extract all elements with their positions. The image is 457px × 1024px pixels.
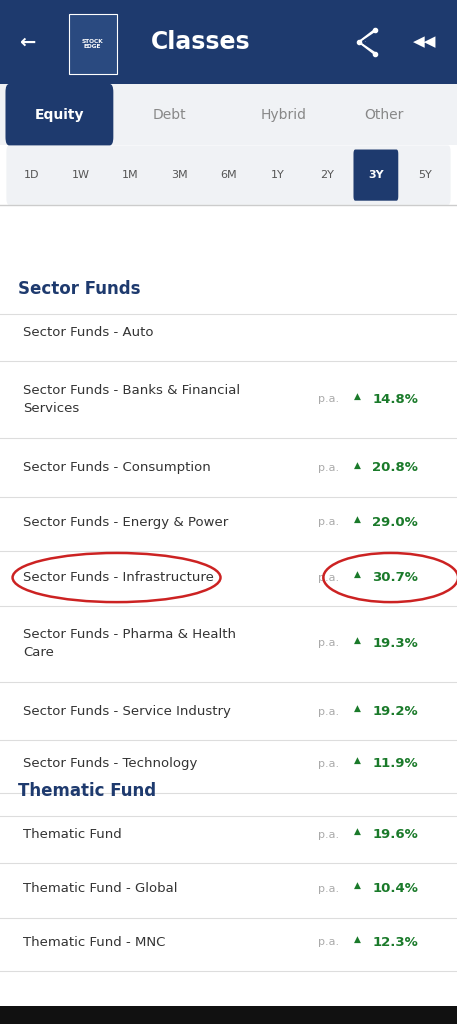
Text: Sector Funds - Service Industry: Sector Funds - Service Industry bbox=[23, 706, 231, 718]
Text: p.a.: p.a. bbox=[318, 884, 339, 894]
Text: 2Y: 2Y bbox=[320, 170, 334, 180]
Text: Thematic Fund - MNC: Thematic Fund - MNC bbox=[23, 936, 165, 948]
Text: p.a.: p.a. bbox=[318, 463, 339, 473]
Text: 1W: 1W bbox=[72, 170, 90, 180]
FancyBboxPatch shape bbox=[6, 145, 451, 205]
Text: 5Y: 5Y bbox=[418, 170, 432, 180]
Text: 10.4%: 10.4% bbox=[372, 883, 418, 895]
Text: 3Y: 3Y bbox=[368, 170, 384, 180]
Text: 6M: 6M bbox=[220, 170, 237, 180]
Text: Classes: Classes bbox=[151, 30, 250, 54]
Text: 11.9%: 11.9% bbox=[372, 758, 418, 770]
Text: Sector Funds: Sector Funds bbox=[18, 280, 141, 298]
FancyBboxPatch shape bbox=[0, 84, 457, 145]
Text: ▲: ▲ bbox=[354, 570, 361, 579]
Text: 30.7%: 30.7% bbox=[372, 571, 418, 584]
Text: ▲: ▲ bbox=[354, 636, 361, 644]
FancyBboxPatch shape bbox=[353, 150, 398, 201]
Text: p.a.: p.a. bbox=[318, 707, 339, 717]
Text: 14.8%: 14.8% bbox=[372, 393, 418, 406]
Text: ▲: ▲ bbox=[354, 392, 361, 400]
Text: Thematic Fund - Global: Thematic Fund - Global bbox=[23, 883, 177, 895]
Text: Sector Funds - Energy & Power: Sector Funds - Energy & Power bbox=[23, 516, 228, 528]
Text: 12.3%: 12.3% bbox=[372, 936, 418, 948]
Text: Sector Funds - Pharma & Health
Care: Sector Funds - Pharma & Health Care bbox=[23, 628, 236, 658]
Text: Hybrid: Hybrid bbox=[260, 108, 306, 122]
Text: STOCK
EDGE: STOCK EDGE bbox=[82, 39, 103, 49]
Text: 1Y: 1Y bbox=[271, 170, 285, 180]
Text: ←: ← bbox=[19, 33, 36, 51]
FancyBboxPatch shape bbox=[0, 145, 457, 205]
Text: Other: Other bbox=[364, 108, 404, 122]
Text: Thematic Fund: Thematic Fund bbox=[18, 781, 156, 800]
Text: Sector Funds - Infrastructure: Sector Funds - Infrastructure bbox=[23, 571, 214, 584]
Text: ▲: ▲ bbox=[354, 757, 361, 765]
Text: ▲: ▲ bbox=[354, 882, 361, 890]
FancyBboxPatch shape bbox=[5, 84, 113, 145]
Text: ▲: ▲ bbox=[354, 705, 361, 713]
Text: p.a.: p.a. bbox=[318, 572, 339, 583]
Text: Thematic Fund: Thematic Fund bbox=[23, 828, 122, 841]
Text: p.a.: p.a. bbox=[318, 394, 339, 404]
Text: p.a.: p.a. bbox=[318, 638, 339, 648]
Text: 19.2%: 19.2% bbox=[372, 706, 418, 718]
Text: ▲: ▲ bbox=[354, 827, 361, 836]
Text: 19.3%: 19.3% bbox=[372, 637, 418, 649]
Text: 1D: 1D bbox=[24, 170, 40, 180]
Text: ◀◀: ◀◀ bbox=[413, 35, 437, 49]
Text: 3M: 3M bbox=[171, 170, 188, 180]
FancyBboxPatch shape bbox=[69, 14, 117, 74]
Text: p.a.: p.a. bbox=[318, 759, 339, 769]
Text: 20.8%: 20.8% bbox=[372, 462, 418, 474]
Text: Sector Funds - Technology: Sector Funds - Technology bbox=[23, 758, 197, 770]
Text: Sector Funds - Auto: Sector Funds - Auto bbox=[23, 327, 154, 339]
Text: Sector Funds - Consumption: Sector Funds - Consumption bbox=[23, 462, 211, 474]
Text: Sector Funds - Banks & Financial
Services: Sector Funds - Banks & Financial Service… bbox=[23, 384, 240, 415]
Text: Equity: Equity bbox=[35, 108, 84, 122]
Text: 19.6%: 19.6% bbox=[372, 828, 418, 841]
Text: 1M: 1M bbox=[122, 170, 138, 180]
Text: Debt: Debt bbox=[152, 108, 186, 122]
FancyBboxPatch shape bbox=[0, 1006, 457, 1024]
Text: p.a.: p.a. bbox=[318, 937, 339, 947]
Text: ▲: ▲ bbox=[354, 515, 361, 523]
Text: ▲: ▲ bbox=[354, 935, 361, 943]
Text: ▲: ▲ bbox=[354, 461, 361, 469]
Text: 29.0%: 29.0% bbox=[372, 516, 418, 528]
FancyBboxPatch shape bbox=[0, 0, 457, 84]
Text: p.a.: p.a. bbox=[318, 829, 339, 840]
Text: p.a.: p.a. bbox=[318, 517, 339, 527]
